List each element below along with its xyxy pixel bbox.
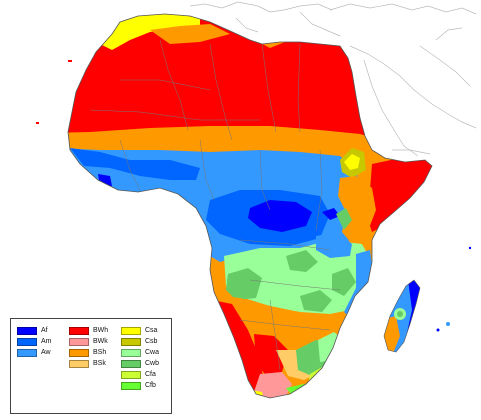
legend-item-bsk: BSk bbox=[69, 358, 121, 369]
madagascar-outline bbox=[383, 279, 421, 353]
zone-bwh-sahara bbox=[68, 14, 432, 142]
legend-item-cwb: Cwb bbox=[121, 358, 173, 369]
legend-swatch-aw bbox=[17, 348, 37, 357]
legend-label-cfb: Cfb bbox=[145, 381, 156, 389]
legend-swatch-cwb bbox=[121, 359, 141, 368]
island-seychelles bbox=[468, 246, 472, 250]
legend-item-bwh: BWh bbox=[69, 325, 121, 336]
legend-item-af: Af bbox=[17, 325, 69, 336]
zone-aw-tanzania bbox=[316, 232, 352, 258]
legend-swatch-bsk bbox=[69, 359, 89, 368]
zone-bsh-north-coast bbox=[150, 24, 230, 44]
legend-item-cfb: Cfb bbox=[121, 380, 173, 391]
legend-swatch-af bbox=[17, 326, 37, 335]
zone-aw-mozambique bbox=[344, 250, 374, 320]
legend-label-csb: Csb bbox=[145, 337, 158, 345]
legend-label-bsk: BSk bbox=[93, 359, 106, 367]
zone-cwb-madagascar bbox=[397, 311, 403, 317]
climate-legend: Af Am Aw BWh BWk BSh BSk Csa bbox=[10, 318, 172, 414]
zone-csa-north-coast bbox=[100, 14, 200, 50]
legend-label-am: Am bbox=[41, 337, 52, 345]
legend-item-cfa: Cfa bbox=[121, 369, 173, 380]
legend-swatch-cfa bbox=[121, 370, 141, 379]
legend-swatch-bwk bbox=[69, 337, 89, 346]
zone-af-lake-victoria bbox=[322, 208, 340, 220]
legend-item-csb: Csb bbox=[121, 336, 173, 347]
legend-label-aw: Aw bbox=[41, 348, 51, 356]
legend-label-cfa: Cfa bbox=[145, 370, 156, 378]
legend-swatch-am bbox=[17, 337, 37, 346]
neighbor-outlines bbox=[189, 1, 477, 157]
zone-cwa-southern bbox=[224, 240, 372, 314]
island-comoros bbox=[362, 274, 366, 278]
island-mauritius bbox=[446, 322, 450, 326]
legend-swatch-cfb bbox=[121, 381, 141, 390]
legend-label-cwa: Cwa bbox=[145, 348, 160, 356]
zone-bsh-southern bbox=[208, 294, 346, 352]
legend-swatch-cwa bbox=[121, 348, 141, 357]
legend-label-bsh: BSh bbox=[93, 348, 107, 356]
island-canary bbox=[68, 60, 72, 62]
legend-swatch-csa bbox=[121, 326, 141, 335]
zone-cwb-zambia bbox=[286, 250, 318, 272]
island-reunion bbox=[436, 328, 440, 332]
legend-item-bwk: BWk bbox=[69, 336, 121, 347]
legend-swatch-csb bbox=[121, 337, 141, 346]
zone-cwa-east-coast bbox=[320, 374, 334, 394]
legend-item-csa: Csa bbox=[121, 325, 173, 336]
zone-am-west-africa bbox=[70, 148, 200, 180]
zone-cwb-kenya-highlands bbox=[336, 208, 352, 230]
zone-bsh-east-africa bbox=[338, 176, 376, 244]
zone-csa-cape bbox=[250, 390, 264, 398]
country-borders bbox=[89, 39, 341, 371]
zone-af-congo-basin bbox=[248, 200, 312, 232]
legend-item-am: Am bbox=[17, 336, 69, 347]
island-cape-verde bbox=[36, 122, 39, 124]
zone-bwh-horn bbox=[366, 156, 432, 232]
zone-csa-ethiopia bbox=[344, 154, 360, 170]
zone-cwb-malawi bbox=[332, 268, 356, 296]
zone-cwb-angola bbox=[226, 268, 262, 300]
legend-label-af: Af bbox=[41, 326, 48, 334]
legend-swatch-bsh bbox=[69, 348, 89, 357]
legend-item-bsh: BSh bbox=[69, 347, 121, 358]
legend-grid: Af Am Aw BWh BWk BSh BSk Csa bbox=[17, 325, 173, 391]
legend-label-bwh: BWh bbox=[93, 326, 109, 334]
zone-bwk-karoo bbox=[254, 372, 292, 398]
legend-label-bwk: BWk bbox=[93, 337, 108, 345]
legend-label-cwb: Cwb bbox=[145, 359, 160, 367]
legend-swatch-bwh bbox=[69, 326, 89, 335]
legend-label-csa: Csa bbox=[145, 326, 158, 334]
madagascar bbox=[383, 279, 421, 353]
legend-item-aw: Aw bbox=[17, 347, 69, 358]
zone-cwb-zimbabwe bbox=[300, 290, 332, 312]
legend-item-cwa: Cwa bbox=[121, 347, 173, 358]
